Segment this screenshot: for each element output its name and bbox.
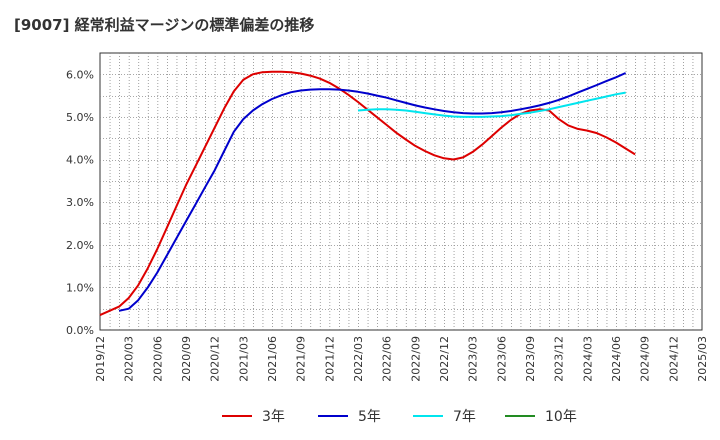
x-tick-label: 2020/06: [151, 336, 164, 382]
legend-item-10y: 10年: [505, 404, 577, 428]
legend-label-7y: 7年: [453, 409, 476, 425]
y-tick-label: 0.0%: [66, 324, 94, 337]
x-tick-label: 2024/03: [581, 336, 594, 382]
legend-swatch-3y: [222, 415, 252, 417]
legend-swatch-5y: [318, 415, 348, 417]
legend-label-3y: 3年: [262, 409, 285, 425]
x-tick-label: 2020/09: [180, 336, 193, 382]
x-tick-label: 2024/09: [639, 336, 652, 382]
legend-item-3y: 3年: [222, 404, 285, 428]
x-tick-label: 2022/06: [381, 336, 394, 382]
x-tick-label: 2024/06: [610, 336, 623, 382]
x-tick-label: 2022/03: [352, 336, 365, 382]
x-tick-label: 2021/12: [323, 336, 336, 382]
plot-area: [99, 52, 703, 331]
y-tick-label: 4.0%: [66, 154, 94, 167]
legend-item-7y: 7年: [413, 404, 476, 428]
x-tick-label: 2024/12: [667, 336, 680, 382]
series-line-1: [118, 72, 627, 312]
y-tick-label: 1.0%: [66, 281, 94, 294]
legend-swatch-7y: [413, 415, 443, 417]
legend-label-5y: 5年: [358, 409, 381, 425]
x-tick-label: 2020/03: [123, 336, 136, 382]
x-tick-label: 2023/03: [467, 336, 480, 382]
y-tick-label: 5.0%: [66, 111, 94, 124]
x-tick-label: 2020/12: [209, 336, 222, 382]
x-tick-label: 2023/06: [495, 336, 508, 382]
y-tick-label: 3.0%: [66, 196, 94, 209]
legend-item-5y: 5年: [318, 404, 381, 428]
x-tick-label: 2022/12: [438, 336, 451, 382]
x-tick-label: 2023/09: [524, 336, 537, 382]
x-tick-label: 2019/12: [94, 336, 107, 382]
x-tick-label: 2021/03: [237, 336, 250, 382]
legend-swatch-10y: [505, 415, 535, 417]
x-tick-label: 2021/06: [266, 336, 279, 382]
y-tick-label: 6.0%: [66, 68, 94, 81]
x-tick-label: 2025/03: [696, 336, 709, 382]
y-tick-label: 2.0%: [66, 239, 94, 252]
x-tick-label: 2023/12: [553, 336, 566, 382]
chart-title: [9007] 経常利益マージンの標準偏差の推移: [14, 16, 315, 34]
x-tick-label: 2022/09: [409, 336, 422, 382]
legend-label-10y: 10年: [545, 409, 577, 425]
series-line-2: [357, 91, 626, 118]
x-tick-label: 2021/09: [295, 336, 308, 382]
legend: 3年 5年 7年 10年: [0, 404, 720, 428]
